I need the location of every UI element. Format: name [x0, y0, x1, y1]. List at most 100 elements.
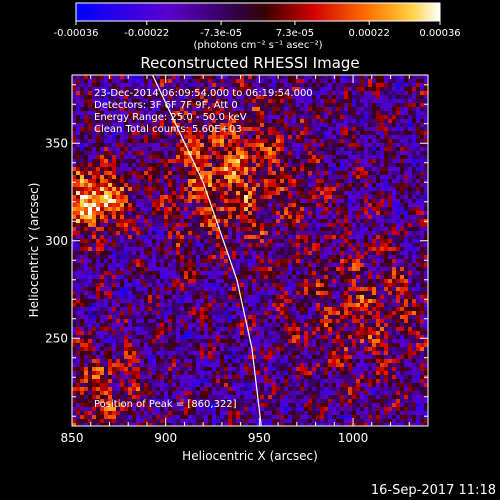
heatmap-cell: [400, 163, 404, 167]
heatmap-cell: [284, 271, 288, 275]
heatmap-cell: [236, 163, 240, 167]
heatmap-cell: [196, 203, 200, 207]
heatmap-cell: [180, 163, 184, 167]
heatmap-cell: [308, 127, 312, 131]
heatmap-cell: [332, 279, 336, 283]
heatmap-cell: [296, 115, 300, 119]
heatmap-cell: [308, 271, 312, 275]
heatmap-cell: [264, 147, 268, 151]
heatmap-cell: [424, 119, 428, 123]
heatmap-cell: [204, 91, 208, 95]
heatmap-cell: [140, 179, 144, 183]
heatmap-cell: [264, 247, 268, 251]
heatmap-cell: [380, 263, 384, 267]
heatmap-cell: [304, 195, 308, 199]
heatmap-cell: [84, 243, 88, 247]
heatmap-cell: [192, 243, 196, 247]
heatmap-cell: [296, 139, 300, 143]
heatmap-cell: [116, 107, 120, 111]
heatmap-cell: [160, 231, 164, 235]
heatmap-cell: [276, 247, 280, 251]
heatmap-cell: [416, 231, 420, 235]
heatmap-cell: [328, 175, 332, 179]
heatmap-cell: [236, 227, 240, 231]
heatmap-cell: [96, 215, 100, 219]
heatmap-cell: [400, 155, 404, 159]
heatmap-cell: [344, 99, 348, 103]
heatmap-cell: [104, 75, 108, 79]
heatmap-cell: [292, 223, 296, 227]
heatmap-cell: [292, 99, 296, 103]
heatmap-cell: [240, 275, 244, 279]
heatmap-cell: [404, 135, 408, 139]
heatmap-cell: [284, 291, 288, 295]
heatmap-cell: [124, 131, 128, 135]
heatmap-cell: [260, 215, 264, 219]
heatmap-cell: [120, 215, 124, 219]
heatmap-cell: [136, 247, 140, 251]
heatmap-cell: [232, 203, 236, 207]
heatmap-cell: [336, 167, 340, 171]
heatmap-cell: [156, 151, 160, 155]
heatmap-cell: [276, 207, 280, 211]
heatmap-cell: [368, 155, 372, 159]
heatmap-cell: [244, 291, 248, 295]
heatmap-cell: [288, 187, 292, 191]
heatmap-cell: [376, 275, 380, 279]
heatmap-cell: [84, 167, 88, 171]
heatmap-cell: [252, 135, 256, 139]
heatmap-cell: [108, 159, 112, 163]
heatmap-cell: [236, 279, 240, 283]
heatmap-cell: [144, 107, 148, 111]
heatmap-cell: [288, 267, 292, 271]
heatmap-cell: [240, 103, 244, 107]
heatmap-cell: [280, 127, 284, 131]
heatmap-cell: [184, 127, 188, 131]
heatmap-cell: [216, 179, 220, 183]
heatmap-cell: [204, 259, 208, 263]
heatmap-cell: [308, 131, 312, 135]
heatmap-cell: [304, 183, 308, 187]
heatmap-cell: [400, 179, 404, 183]
heatmap-cell: [160, 115, 164, 119]
heatmap-cell: [152, 235, 156, 239]
heatmap-cell: [268, 83, 272, 87]
heatmap-cell: [420, 171, 424, 175]
heatmap-cell: [384, 151, 388, 155]
heatmap-cell: [92, 239, 96, 243]
heatmap-cell: [168, 287, 172, 291]
heatmap-cell: [88, 175, 92, 179]
heatmap-cell: [400, 87, 404, 91]
heatmap-cell: [292, 287, 296, 291]
heatmap-cell: [200, 171, 204, 175]
heatmap-cell: [364, 263, 368, 267]
heatmap-cell: [248, 147, 252, 151]
heatmap-cell: [176, 147, 180, 151]
heatmap-cell: [228, 207, 232, 211]
heatmap-cell: [188, 223, 192, 227]
heatmap-cell: [120, 171, 124, 175]
heatmap-cell: [304, 295, 308, 299]
heatmap-cell: [164, 255, 168, 259]
heatmap-cell: [276, 167, 280, 171]
heatmap-cell: [316, 115, 320, 119]
heatmap-cell: [88, 115, 92, 119]
heatmap-cell: [324, 207, 328, 211]
heatmap-cell: [176, 203, 180, 207]
heatmap-cell: [128, 267, 132, 271]
heatmap-cell: [260, 135, 264, 139]
heatmap-cell: [372, 83, 376, 87]
heatmap-cell: [292, 191, 296, 195]
heatmap-cell: [408, 91, 412, 95]
heatmap-cell: [424, 159, 428, 163]
heatmap-cell: [92, 223, 96, 227]
heatmap-cell: [408, 211, 412, 215]
heatmap-cell: [108, 251, 112, 255]
heatmap-cell: [136, 119, 140, 123]
heatmap-cell: [204, 143, 208, 147]
heatmap-cell: [256, 111, 260, 115]
heatmap-cell: [100, 275, 104, 279]
heatmap-cell: [424, 115, 428, 119]
heatmap-cell: [300, 147, 304, 151]
heatmap-cell: [360, 219, 364, 223]
